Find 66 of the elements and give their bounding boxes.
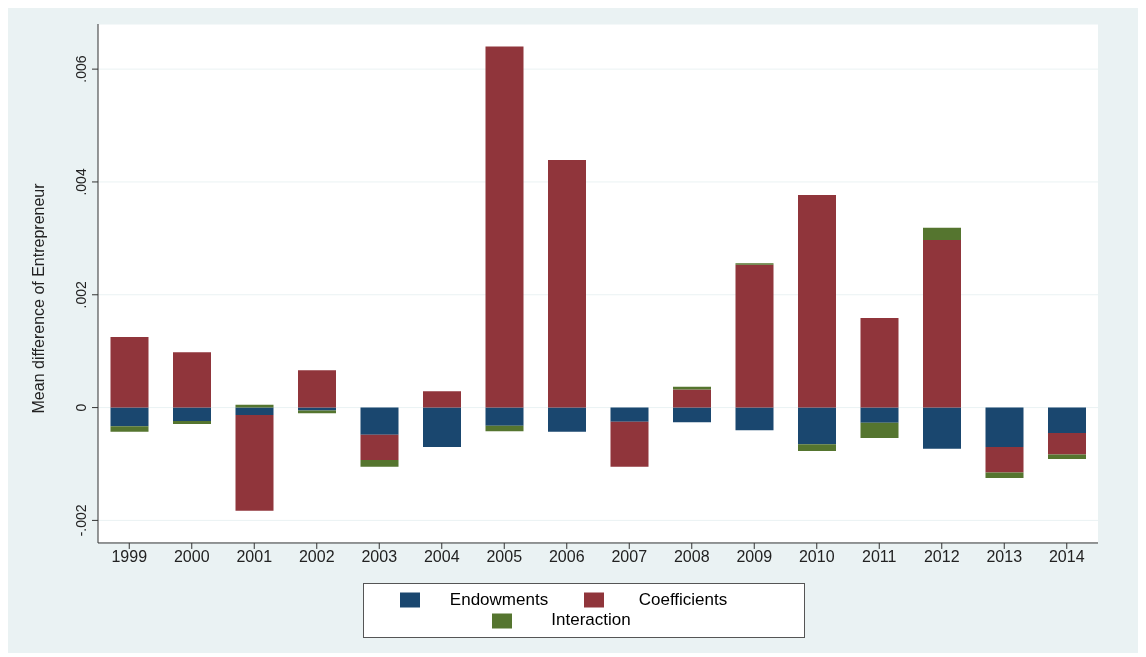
x-tick-label: 2008	[673, 548, 710, 566]
x-tick-label: 2010	[798, 548, 835, 566]
bar	[798, 407, 836, 445]
bar	[235, 404, 274, 408]
bar	[610, 421, 649, 467]
x-tick-label: 2001	[236, 548, 273, 566]
y-tick-label: .002	[73, 280, 89, 309]
x-tick-label: 2004	[423, 548, 460, 566]
bar	[485, 46, 524, 408]
bar	[298, 370, 336, 408]
legend-label: Interaction	[550, 610, 632, 631]
bar	[860, 422, 899, 439]
x-tick-label: 2011	[862, 548, 897, 566]
legend-label: Endowments	[448, 589, 550, 610]
bar	[423, 407, 461, 448]
bar	[673, 389, 711, 408]
bar	[985, 472, 1024, 479]
bar	[548, 159, 586, 408]
bar	[1048, 454, 1086, 459]
bar	[985, 447, 1024, 473]
bar	[673, 386, 711, 390]
bar	[235, 407, 274, 415]
y-tick-label: .004	[73, 168, 89, 196]
y-tick-label: .006	[73, 55, 89, 83]
bar	[673, 407, 711, 423]
bar	[1048, 407, 1086, 433]
bar	[360, 460, 399, 467]
x-tick-label: 2013	[986, 548, 1023, 566]
bar	[923, 407, 961, 449]
bar	[173, 352, 211, 408]
x-tick-label: 2006	[548, 548, 585, 566]
bar	[548, 407, 586, 432]
x-tick-label: 2012	[923, 548, 960, 566]
bar	[110, 426, 149, 432]
y-tick-label: -.002	[73, 504, 89, 537]
bar	[110, 407, 149, 427]
bar	[1048, 432, 1086, 455]
x-tick-label: 1999	[111, 548, 148, 566]
bar	[735, 264, 774, 408]
y-axis-title: Mean difference of Entrepreneur	[29, 182, 47, 414]
bar	[610, 407, 649, 422]
bar	[360, 407, 399, 435]
bar	[485, 407, 524, 426]
bar	[923, 240, 961, 408]
legend-label: Coefficients	[637, 589, 729, 610]
bar	[360, 434, 399, 461]
bar	[860, 407, 899, 423]
bar	[423, 391, 461, 408]
bar	[860, 317, 899, 408]
x-tick-label: 2009	[736, 548, 773, 566]
x-tick-label: 2014	[1048, 548, 1085, 566]
x-tick-label: 2002	[298, 548, 335, 566]
x-tick-label: 2003	[361, 548, 398, 566]
x-tick-label: 2005	[486, 548, 523, 566]
bar	[923, 227, 961, 241]
bar	[798, 194, 836, 408]
y-tick-label: 0	[73, 403, 89, 412]
bar	[173, 421, 211, 424]
bar	[735, 407, 774, 431]
x-tick-label: 2000	[173, 548, 210, 566]
bar	[173, 407, 211, 422]
x-tick-label: 2007	[611, 548, 648, 566]
bar	[985, 407, 1024, 448]
bar	[110, 337, 149, 408]
bar	[235, 414, 274, 511]
bar	[798, 444, 836, 452]
